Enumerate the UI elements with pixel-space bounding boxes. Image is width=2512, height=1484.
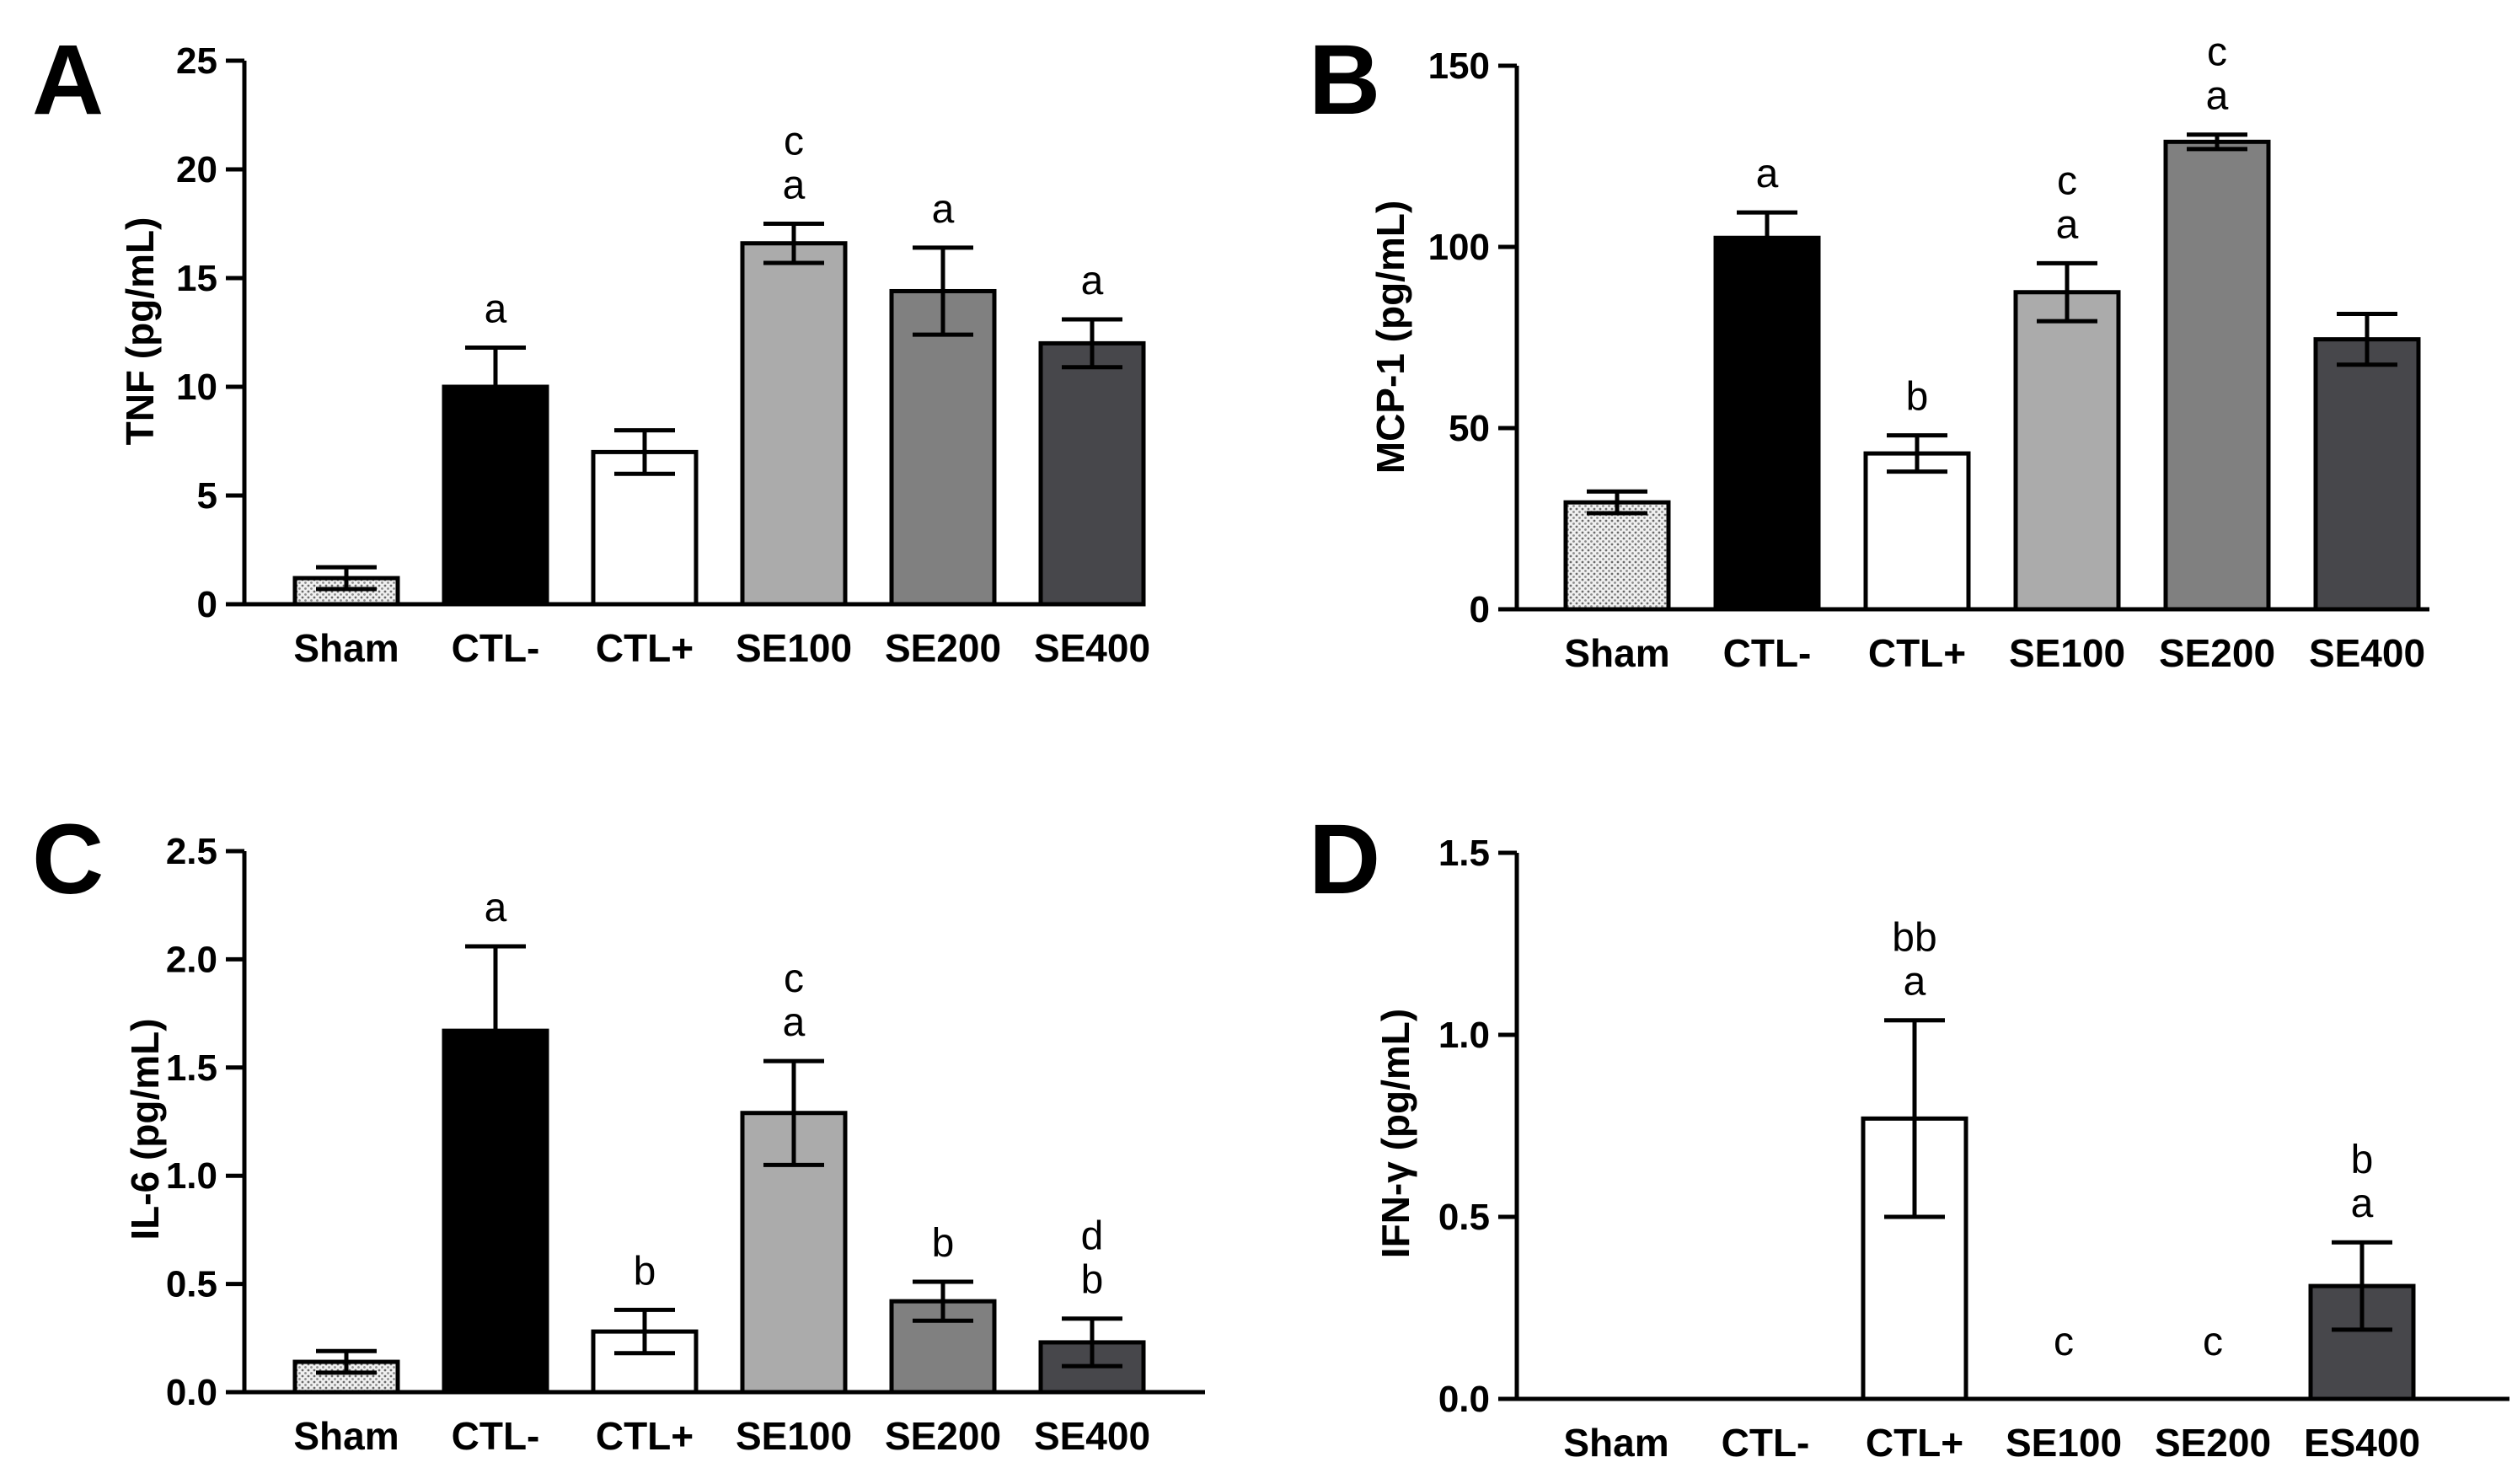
x-tick-label-es400: ES400 — [2304, 1421, 2420, 1465]
significance-label: a — [485, 886, 507, 930]
significance-label: c — [2207, 30, 2227, 75]
x-tick-label-se400: SE400 — [1034, 1414, 1150, 1458]
panel-letter-a: A — [32, 24, 104, 136]
significance-label: a — [485, 287, 507, 332]
y-tick-label: 1.5 — [166, 1047, 217, 1089]
bar-se100 — [740, 241, 848, 607]
y-tick-label: 5 — [197, 475, 217, 517]
significance-label: c — [784, 120, 804, 164]
significance-label: c — [2203, 1320, 2223, 1364]
significance-label: a — [1904, 960, 1926, 1005]
x-tick-label-sham: Sham — [1563, 1421, 1668, 1465]
y-tick-label: 25 — [176, 40, 217, 82]
significance-label: c — [2057, 158, 2077, 203]
x-tick-label-se400: SE400 — [2309, 631, 2425, 675]
bar-se200 — [889, 288, 997, 607]
x-tick-label-ctl: CTL- — [452, 1414, 540, 1458]
y-tick-label: 50 — [1449, 408, 1490, 449]
significance-label: b — [1906, 375, 1929, 420]
panel-c-plot: 0.00.51.01.52.02.5ShamaCTL-bCTL+acSE100b… — [166, 831, 1205, 1458]
bar-se200 — [2163, 139, 2271, 612]
significance-label: a — [2351, 1181, 2374, 1226]
significance-label: c — [2054, 1320, 2074, 1364]
x-tick-label-se200: SE200 — [885, 1414, 1001, 1458]
x-tick-label-sham: Sham — [293, 626, 399, 670]
bar-ctl — [1713, 235, 1821, 612]
x-tick-label-se100: SE100 — [736, 1414, 852, 1458]
significance-label: a — [932, 187, 955, 232]
panel-c-y-axis-title: IL-6 (pg/mL) — [123, 1018, 167, 1240]
y-tick-label: 2.0 — [166, 939, 217, 980]
significance-label: bb — [1892, 916, 1936, 961]
x-tick-label-sham: Sham — [293, 1414, 399, 1458]
x-tick-label-ctl: CTL- — [452, 626, 540, 670]
significance-label: c — [784, 956, 804, 1001]
y-tick-label: 15 — [176, 258, 217, 299]
y-tick-label: 2.5 — [166, 831, 217, 872]
x-tick-label-ctl: CTL- — [1722, 1421, 1810, 1465]
panel-letter-c: C — [32, 804, 104, 915]
bar-ctl — [1863, 451, 1971, 612]
significance-label: b — [2351, 1138, 2374, 1182]
x-tick-label-ctl: CTL+ — [1866, 1421, 1963, 1465]
panel-b-y-axis-title: MCP-1 (pg/mL) — [1368, 201, 1412, 474]
y-tick-label: 10 — [176, 367, 217, 408]
significance-label: a — [2206, 74, 2229, 119]
x-tick-label-ctl: CTL+ — [1868, 631, 1966, 675]
panel-d-y-axis-title: IFN-γ (pg/mL) — [1374, 1009, 1417, 1258]
x-tick-label-se400: SE400 — [1034, 626, 1150, 670]
x-tick-label-sham: Sham — [1564, 631, 1669, 675]
significance-label: a — [783, 1000, 806, 1045]
significance-label: a — [1756, 152, 1779, 196]
y-tick-label: 1.0 — [166, 1155, 217, 1197]
significance-label: b — [932, 1221, 955, 1266]
x-tick-label-se200: SE200 — [885, 626, 1001, 670]
bar-ctl — [591, 449, 699, 607]
bar-se100 — [2013, 290, 2121, 612]
y-tick-label: 0.0 — [1438, 1379, 1490, 1420]
panel-a-y-axis-title: TNF (pg/mL) — [118, 217, 162, 446]
y-tick-label: 0.5 — [1438, 1197, 1490, 1238]
significance-label: a — [783, 163, 806, 208]
x-tick-label-se100: SE100 — [2006, 1421, 2122, 1465]
y-tick-label: 150 — [1428, 46, 1490, 87]
y-tick-label: 100 — [1428, 227, 1490, 268]
y-tick-label: 0.5 — [166, 1264, 217, 1305]
x-tick-label-ctl: CTL- — [1723, 631, 1812, 675]
y-tick-label: 0 — [1470, 589, 1490, 630]
x-tick-label-se200: SE200 — [2159, 631, 2275, 675]
y-tick-label: 0.0 — [166, 1372, 217, 1413]
y-tick-label: 1.0 — [1438, 1015, 1490, 1056]
significance-label: b — [634, 1249, 656, 1294]
panel-b: B MCP-1 (pg/mL) 0 50 100 150 Sham a CTL-b CTL+ a… — [1309, 24, 2429, 675]
y-tick-label: 1.5 — [1438, 833, 1490, 874]
x-tick-label-se100: SE100 — [2009, 631, 2125, 675]
bar-se400 — [2313, 337, 2421, 612]
panel-letter-d: D — [1309, 804, 1380, 915]
significance-label: d — [1081, 1214, 1104, 1259]
x-tick-label-ctl: CTL+ — [596, 1414, 694, 1458]
bar-se400 — [1038, 340, 1146, 607]
significance-label: a — [1081, 259, 1104, 303]
y-tick-label: 0 — [197, 584, 217, 625]
x-tick-label-se200: SE200 — [2155, 1421, 2271, 1465]
significance-label: a — [2056, 202, 2079, 247]
panel-c: C IL-6 (pg/mL) 0.0 0.5 1.0 1.5 2.0 2.5 Sham a CT… — [32, 804, 1205, 1458]
x-tick-label-ctl: CTL+ — [596, 626, 694, 670]
x-tick-label-se100: SE100 — [736, 626, 852, 670]
significance-label: b — [1081, 1258, 1104, 1303]
bar-sham — [1563, 500, 1671, 612]
y-tick-label: 20 — [176, 149, 217, 190]
panel-letter-b: B — [1309, 24, 1380, 136]
